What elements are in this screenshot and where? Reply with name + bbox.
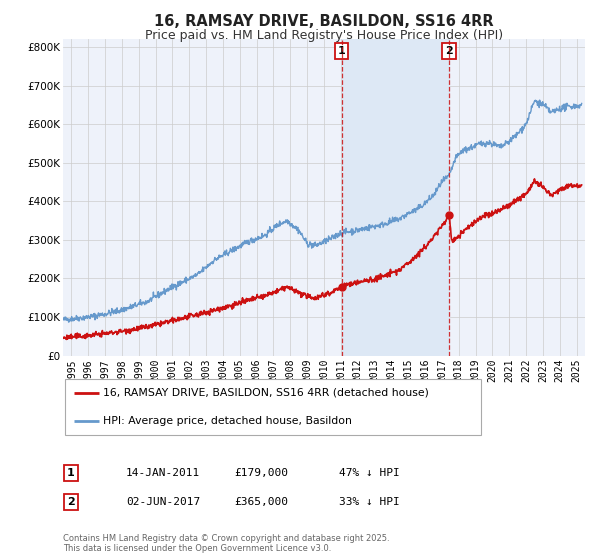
FancyBboxPatch shape (65, 380, 481, 435)
Text: £365,000: £365,000 (234, 497, 288, 507)
Text: 2: 2 (67, 497, 74, 507)
Text: 14-JAN-2011: 14-JAN-2011 (126, 468, 200, 478)
Text: 16, RAMSAY DRIVE, BASILDON, SS16 4RR (detached house): 16, RAMSAY DRIVE, BASILDON, SS16 4RR (de… (103, 388, 429, 398)
Text: 16, RAMSAY DRIVE, BASILDON, SS16 4RR: 16, RAMSAY DRIVE, BASILDON, SS16 4RR (154, 14, 494, 29)
Text: 33% ↓ HPI: 33% ↓ HPI (339, 497, 400, 507)
Text: 1: 1 (338, 46, 346, 56)
Text: £179,000: £179,000 (234, 468, 288, 478)
Text: Contains HM Land Registry data © Crown copyright and database right 2025.
This d: Contains HM Land Registry data © Crown c… (63, 534, 389, 553)
Text: 1: 1 (67, 468, 74, 478)
Text: 2: 2 (445, 46, 453, 56)
Bar (341, 39, 449, 356)
Text: Price paid vs. HM Land Registry's House Price Index (HPI): Price paid vs. HM Land Registry's House … (145, 29, 503, 42)
Text: 47% ↓ HPI: 47% ↓ HPI (339, 468, 400, 478)
Text: 02-JUN-2017: 02-JUN-2017 (126, 497, 200, 507)
Text: HPI: Average price, detached house, Basildon: HPI: Average price, detached house, Basi… (103, 416, 352, 426)
